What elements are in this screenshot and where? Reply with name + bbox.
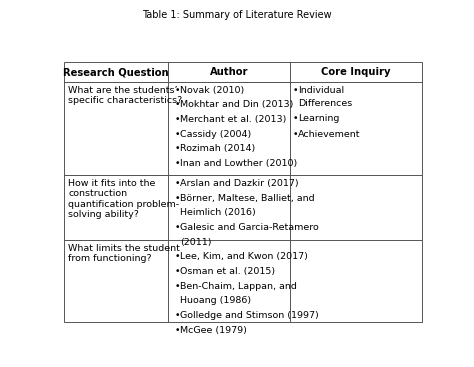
Text: •: • bbox=[175, 144, 181, 153]
Text: Börner, Maltese, Balliet, and: Börner, Maltese, Balliet, and bbox=[180, 193, 315, 203]
Text: Differences: Differences bbox=[298, 98, 352, 108]
Text: Rozimah (2014): Rozimah (2014) bbox=[180, 144, 255, 153]
Text: •: • bbox=[175, 326, 181, 335]
Text: Achievement: Achievement bbox=[298, 130, 361, 139]
Text: Inan and Lowther (2010): Inan and Lowther (2010) bbox=[180, 159, 297, 168]
Text: •: • bbox=[175, 282, 181, 291]
Text: •: • bbox=[175, 100, 181, 109]
Text: How it fits into the
construction
quantification problem-
solving ability?: How it fits into the construction quanti… bbox=[68, 179, 179, 219]
Text: Mokhtar and Din (2013): Mokhtar and Din (2013) bbox=[180, 100, 293, 109]
Text: Lee, Kim, and Kwon (2017): Lee, Kim, and Kwon (2017) bbox=[180, 252, 308, 261]
Text: Huoang (1986): Huoang (1986) bbox=[180, 297, 251, 305]
Text: •: • bbox=[175, 252, 181, 261]
Text: Research Question: Research Question bbox=[63, 67, 168, 77]
Text: Ben-Chaim, Lappan, and: Ben-Chaim, Lappan, and bbox=[180, 282, 297, 291]
Text: What are the students’
specific characteristics?: What are the students’ specific characte… bbox=[68, 86, 182, 105]
Text: Core Inquiry: Core Inquiry bbox=[321, 67, 391, 77]
Text: Table 1: Summary of Literature Review: Table 1: Summary of Literature Review bbox=[142, 10, 332, 20]
Text: Osman et al. (2015): Osman et al. (2015) bbox=[180, 267, 275, 276]
Text: Individual: Individual bbox=[298, 86, 344, 95]
Text: •: • bbox=[175, 86, 181, 95]
Text: Galesic and Garcia-Retamero: Galesic and Garcia-Retamero bbox=[180, 223, 319, 232]
Text: •: • bbox=[175, 193, 181, 203]
Text: Golledge and Stimson (1997): Golledge and Stimson (1997) bbox=[180, 311, 319, 320]
Text: •: • bbox=[175, 130, 181, 139]
Text: (2011): (2011) bbox=[180, 237, 211, 247]
Text: •: • bbox=[175, 311, 181, 320]
Text: McGee (1979): McGee (1979) bbox=[180, 326, 247, 335]
Text: Author: Author bbox=[210, 67, 248, 77]
Text: •: • bbox=[175, 267, 181, 276]
Text: •: • bbox=[293, 114, 299, 123]
Text: Merchant et al. (2013): Merchant et al. (2013) bbox=[180, 115, 286, 124]
Text: What limits the student
from functioning?: What limits the student from functioning… bbox=[68, 244, 180, 263]
Text: Heimlich (2016): Heimlich (2016) bbox=[180, 208, 256, 217]
Text: •: • bbox=[175, 179, 181, 188]
Text: Cassidy (2004): Cassidy (2004) bbox=[180, 130, 251, 139]
Text: •: • bbox=[175, 223, 181, 232]
Text: •: • bbox=[293, 130, 299, 139]
Text: •: • bbox=[293, 86, 299, 95]
Text: Arslan and Dazkir (2017): Arslan and Dazkir (2017) bbox=[180, 179, 299, 188]
Text: Novak (2010): Novak (2010) bbox=[180, 86, 245, 95]
Text: •: • bbox=[175, 159, 181, 168]
Text: Learning: Learning bbox=[298, 114, 339, 123]
Text: •: • bbox=[175, 115, 181, 124]
